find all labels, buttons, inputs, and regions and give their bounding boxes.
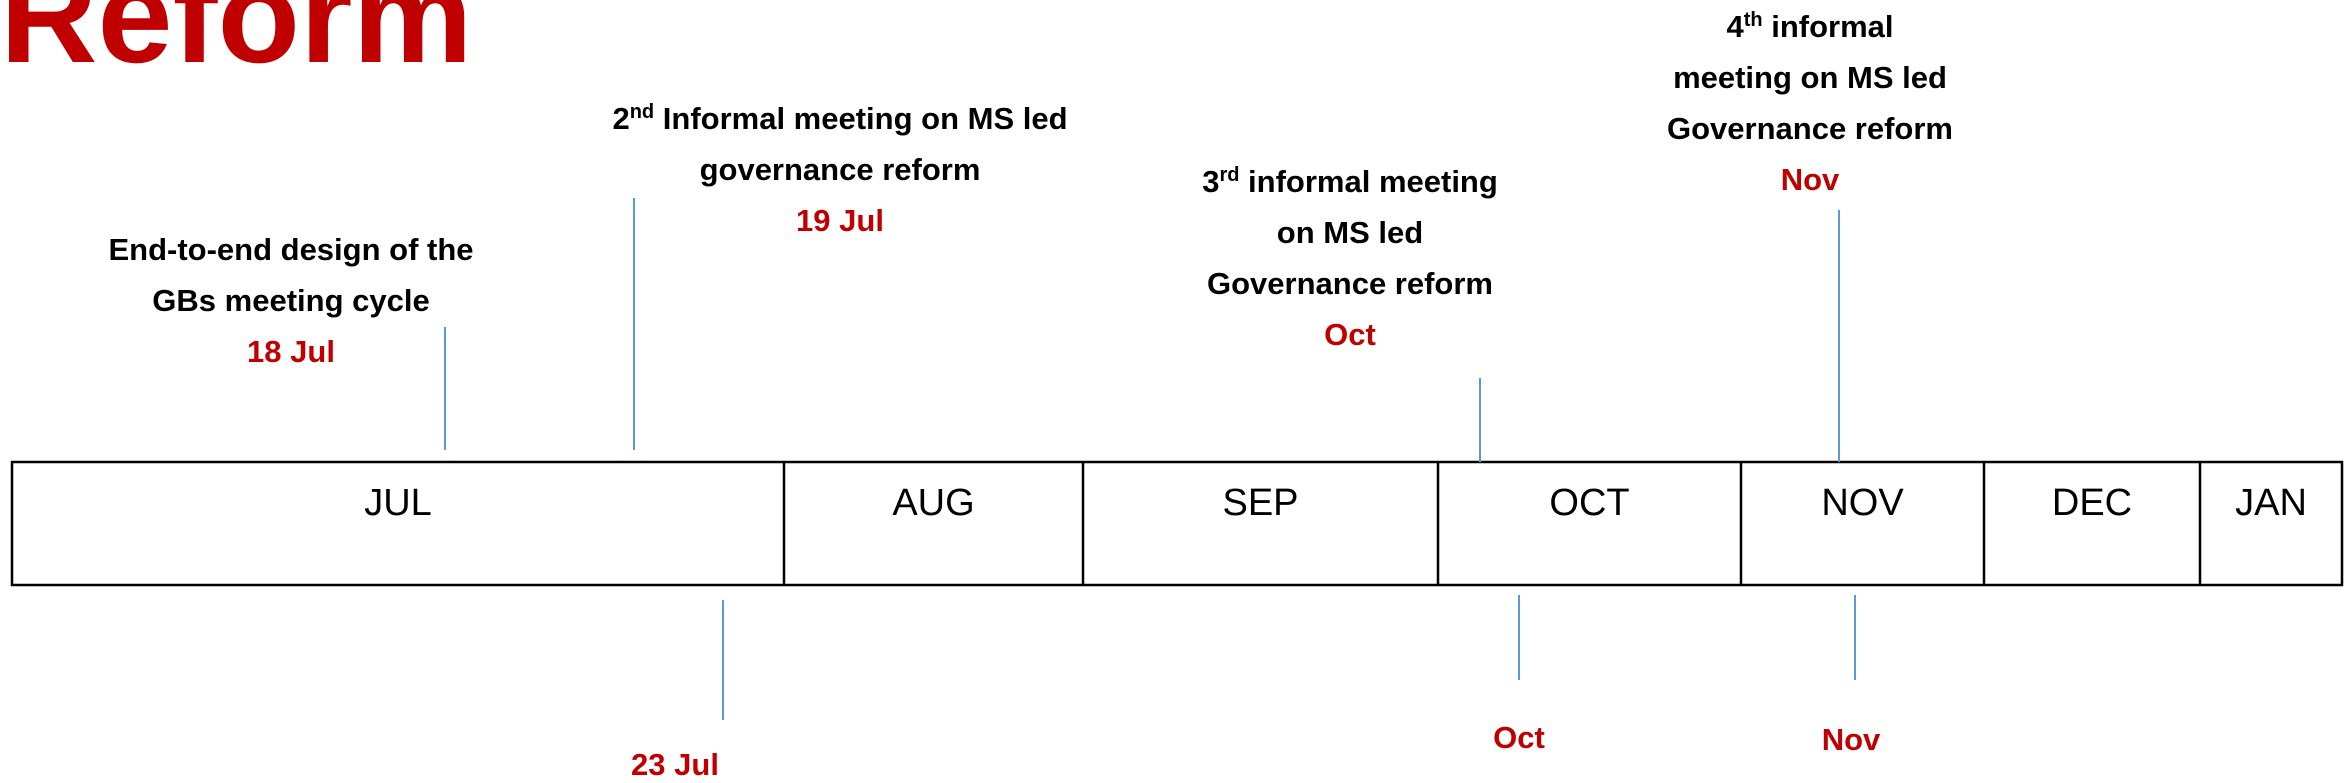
event-label: governance reform xyxy=(700,152,981,187)
ordinal: 3 xyxy=(1202,164,1219,199)
event-date: 19 Jul xyxy=(796,203,884,238)
month-label: AUG xyxy=(892,482,974,524)
month-label: SEP xyxy=(1222,482,1298,524)
event-text: governance reform xyxy=(700,152,981,187)
event-label: Governance reform xyxy=(1667,111,1953,146)
event-date: 23 Jul xyxy=(631,747,719,782)
ordinal-suffix: rd xyxy=(1219,164,1239,186)
event-text: Informal meeting on MS led xyxy=(654,101,1067,136)
event-label: 3rd informal meeting xyxy=(1202,164,1498,199)
ordinal: 2 xyxy=(612,101,629,136)
event-text: Governance reform xyxy=(1207,266,1493,301)
event-label: Governance reform xyxy=(1207,266,1493,301)
event-date: 18 Jul xyxy=(247,334,335,369)
month-label: OCT xyxy=(1549,482,1629,524)
event-date: Nov xyxy=(1822,722,1881,757)
month-label: JAN xyxy=(2235,482,2307,524)
event-label: End-to-end design of the xyxy=(108,232,473,267)
event-text: informal meeting xyxy=(1239,164,1497,199)
event-label: on MS led xyxy=(1277,215,1423,250)
event-text: GBs meeting cycle xyxy=(152,283,429,318)
event-label: 2nd Informal meeting on MS led xyxy=(612,101,1067,136)
ordinal: 4 xyxy=(1726,9,1744,44)
event-label: 4th informal xyxy=(1726,9,1893,44)
month-label: DEC xyxy=(2052,482,2132,524)
event-text: on MS led xyxy=(1277,215,1423,250)
event-text: Governance reform xyxy=(1667,111,1953,146)
month-label: NOV xyxy=(1821,482,1904,524)
event-date: Oct xyxy=(1493,720,1545,755)
event-date: Oct xyxy=(1324,317,1376,352)
event-text: End-to-end design of the xyxy=(108,232,473,267)
page-title: Reform xyxy=(0,0,473,91)
month-label: JUL xyxy=(364,482,432,524)
timeline-box xyxy=(10,460,2344,587)
event-text: meeting on MS led xyxy=(1673,60,1947,95)
ordinal-suffix: nd xyxy=(630,101,654,123)
event-label: meeting on MS led xyxy=(1673,60,1947,95)
event-date: Nov xyxy=(1781,162,1840,197)
event-text: informal xyxy=(1763,9,1894,44)
event-label: GBs meeting cycle xyxy=(152,283,429,318)
ordinal-suffix: th xyxy=(1744,9,1763,31)
